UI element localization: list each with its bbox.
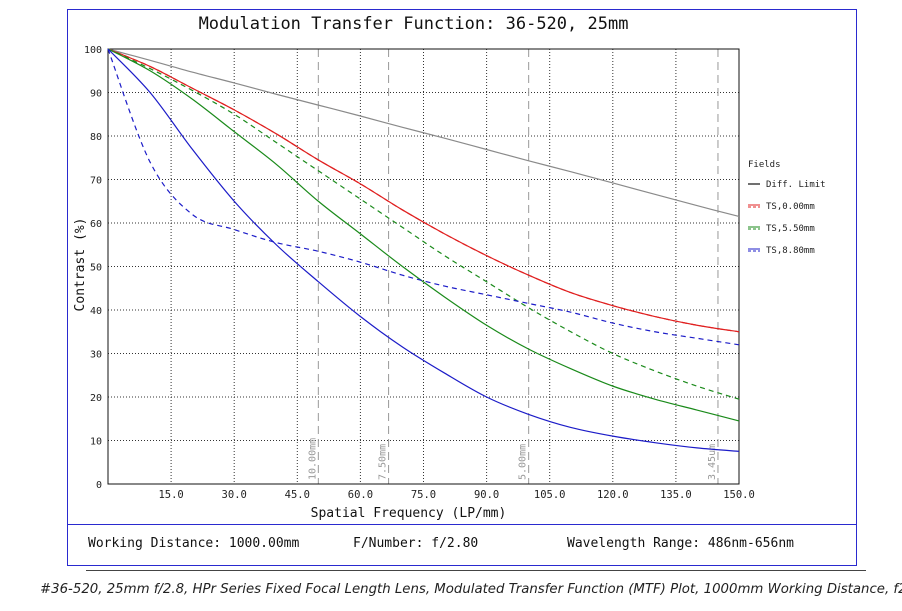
y-tick-label: 90: [90, 89, 102, 100]
x-tick-label: 45.0: [285, 489, 310, 501]
chart-footer: Working Distance: 1000.00mm F/Number: f/…: [67, 525, 857, 565]
x-axis-label: Spatial Frequency (LP/mm): [311, 506, 507, 521]
legend-label: TS,0.00mm: [766, 202, 815, 212]
caption-divider: [86, 570, 866, 571]
series-line-ts-8-80mm-solid: [107, 48, 740, 452]
y-tick-label: 60: [90, 219, 102, 230]
legend-title: Fields: [748, 160, 781, 170]
x-tick-label: 90.0: [474, 489, 499, 501]
legend-label: TS,5.50mm: [766, 224, 815, 234]
f-number-label: F/Number: f/2.80: [353, 536, 479, 551]
series-line-ts-5-50mm-solid: [107, 48, 740, 422]
footer-divider: [67, 524, 857, 525]
y-tick-label: 20: [90, 393, 102, 404]
wavelength-range-label: Wavelength Range: 486nm-656nm: [567, 536, 794, 551]
series-line-ts-8-80mm-dashed: [107, 48, 740, 346]
y-tick-label: 50: [90, 263, 102, 274]
legend-label: Diff. Limit: [766, 180, 826, 190]
y-tick-label: 70: [90, 176, 102, 187]
x-tick-label: 135.0: [660, 489, 692, 501]
field-marker-label: 5.00mm: [518, 444, 529, 480]
field-marker-label: 7.50mm: [378, 444, 389, 480]
x-tick-label: 60.0: [348, 489, 373, 501]
x-tick-label: 150.0: [723, 489, 755, 501]
y-axis-label: Contrast (%): [73, 218, 88, 312]
x-tick-label: 15.0: [158, 489, 183, 501]
y-tick-label: 40: [90, 306, 102, 317]
x-tick-label: 105.0: [534, 489, 566, 501]
plot-area: [107, 48, 740, 485]
series-line-ts-5-50mm-dashed: [107, 48, 740, 400]
chart-frame: [67, 9, 857, 566]
x-tick-label: 120.0: [597, 489, 629, 501]
y-tick-label: 30: [90, 350, 102, 361]
field-marker-label: 10.00mm: [307, 438, 318, 480]
series-line-ts-0-00mm-dashed: [107, 48, 740, 333]
figure-caption: #36-520, 25mm f/2.8, HPr Series Fixed Fo…: [40, 582, 902, 597]
y-tick-label: 80: [90, 132, 102, 143]
x-tick-label: 30.0: [222, 489, 247, 501]
working-distance-label: Working Distance: 1000.00mm: [88, 536, 300, 551]
legend-label: TS,8.80mm: [766, 246, 815, 256]
field-marker-label: 3.45um: [707, 444, 718, 480]
series-line-diff-limit-solid: [107, 48, 740, 218]
y-tick-label: 100: [84, 45, 102, 56]
x-tick-label: 75.0: [411, 489, 436, 501]
chart-title: Modulation Transfer Function: 36-520, 25…: [199, 14, 629, 34]
y-tick-label: 0: [96, 480, 102, 491]
y-tick-label: 10: [90, 437, 102, 448]
